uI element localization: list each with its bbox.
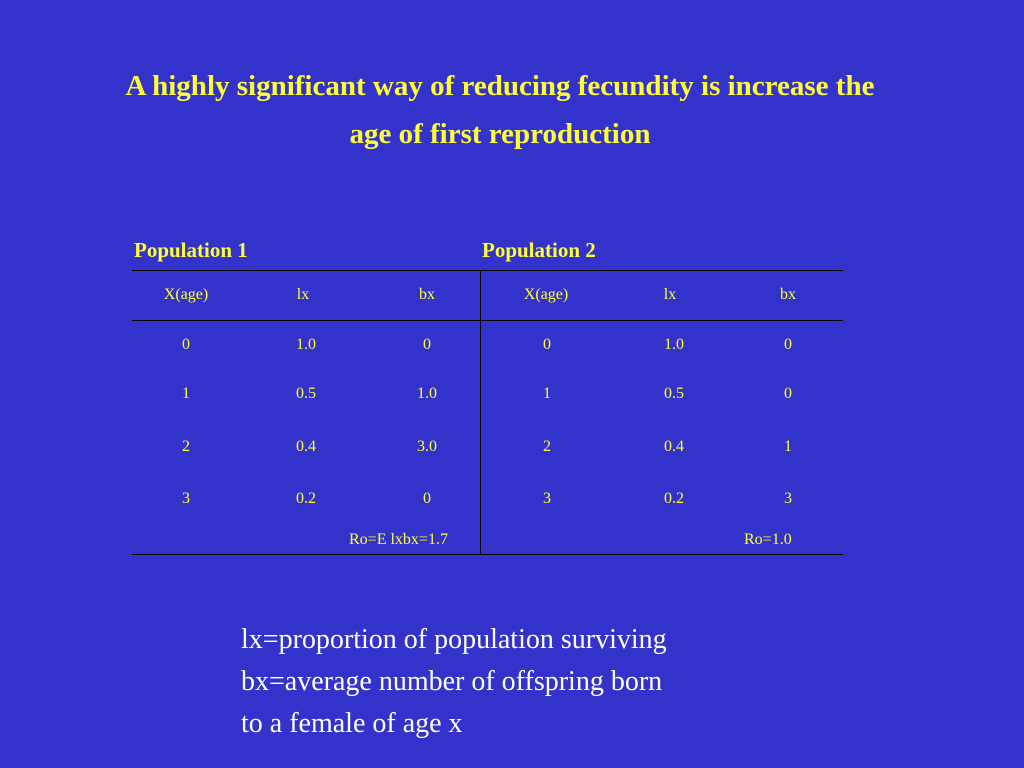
table-cell: 1.0 <box>417 385 437 402</box>
header-bx-1: bx <box>419 286 435 303</box>
table-cell: 0 <box>784 385 792 402</box>
definition-lx: lx=proportion of population surviving <box>241 624 667 655</box>
header-age-1: X(age) <box>163 286 209 303</box>
table-cell: 1 <box>543 385 551 402</box>
table-cell: 0.2 <box>664 490 684 507</box>
table-cell: 0.5 <box>664 385 684 402</box>
table-cell: 0.5 <box>296 385 316 402</box>
table-cell: 1 <box>182 385 190 402</box>
slide-title: A highly significant way of reducing fec… <box>30 62 970 158</box>
table-cell: 1.0 <box>664 336 684 353</box>
table-bottom-rule <box>132 554 843 555</box>
title-line-2: age of first reproduction <box>349 118 651 150</box>
table-top-rule <box>132 270 843 271</box>
header-lx-1: lx <box>296 286 310 303</box>
definition-bx-continued: to a female of age x <box>241 708 463 739</box>
definitions: lx=proportion of population surviving bx… <box>241 619 667 745</box>
header-lx-2: lx <box>663 286 677 303</box>
table-cell: 0 <box>182 336 190 353</box>
table-header-rule <box>132 320 843 321</box>
table-cell: 3.0 <box>417 438 437 455</box>
table-cell: 0.4 <box>296 438 316 455</box>
population-2-ro: Ro=1.0 <box>744 531 792 548</box>
population-1-ro: Ro=E lxbx=1.7 <box>349 531 448 548</box>
population-1-label: Population 1 <box>134 238 248 262</box>
header-age-2: X(age) <box>523 286 569 303</box>
table-cell: 0.4 <box>664 438 684 455</box>
table-cell: 1.0 <box>296 336 316 353</box>
definition-bx: bx=average number of offspring born <box>241 666 663 697</box>
population-2-label: Population 2 <box>482 238 596 262</box>
table-cell: 3 <box>182 490 190 507</box>
table-cell: 0 <box>784 336 792 353</box>
table-cell: 1 <box>784 438 792 455</box>
table-cell: 0 <box>423 336 431 353</box>
header-bx-2: bx <box>780 286 796 303</box>
table-cell: 0 <box>543 336 551 353</box>
table-cell: 0 <box>423 490 431 507</box>
table-cell: 3 <box>784 490 792 507</box>
table-cell: 2 <box>182 438 190 455</box>
title-line-1: A highly significant way of reducing fec… <box>125 70 875 102</box>
table-cell: 3 <box>543 490 551 507</box>
table-cell: 0.2 <box>296 490 316 507</box>
table-divider <box>480 270 481 555</box>
table-cell: 2 <box>543 438 551 455</box>
